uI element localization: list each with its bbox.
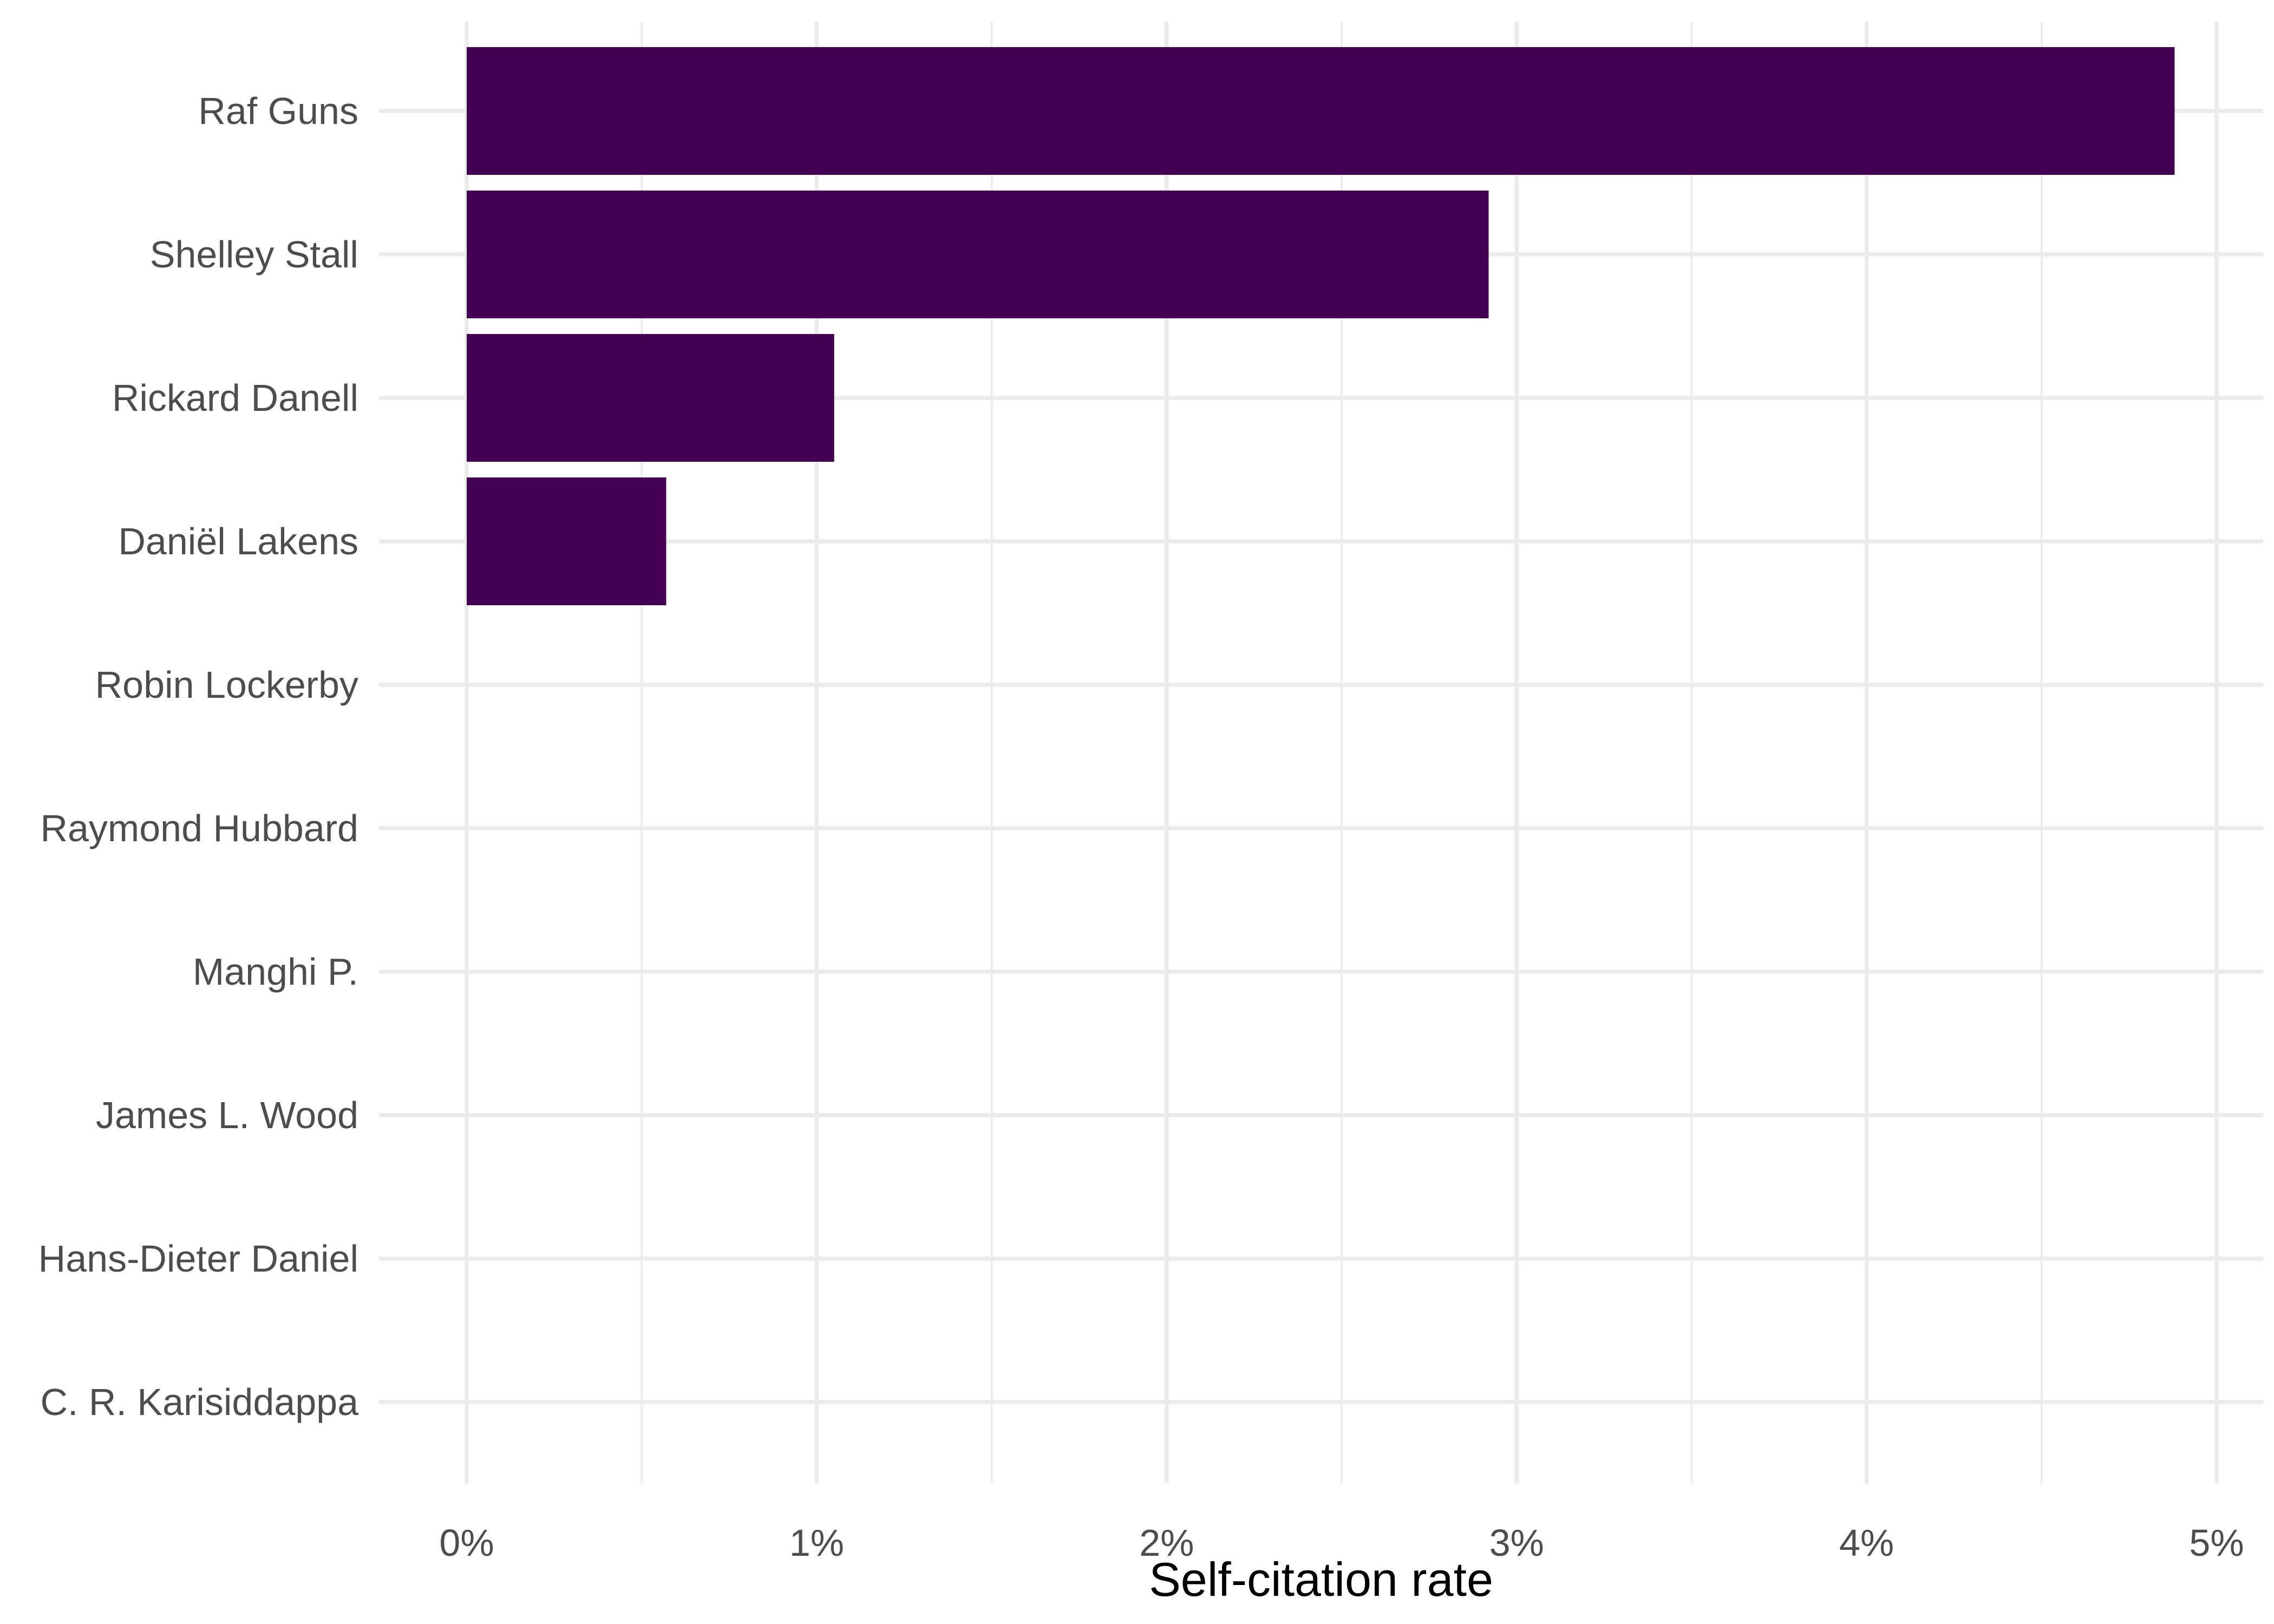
y-axis-tick-label: Manghi P. xyxy=(193,951,358,993)
x-axis-tick-label: 5% xyxy=(2189,1522,2244,1564)
y-axis-tick-label: Robin Lockerby xyxy=(95,664,358,706)
x-axis-tick-label: 4% xyxy=(1839,1522,1894,1564)
y-axis-tick-label: Hans-Dieter Daniel xyxy=(38,1237,358,1280)
bar xyxy=(467,47,2175,175)
bar xyxy=(467,191,1489,318)
y-axis-tick-label: Raymond Hubbard xyxy=(40,807,358,849)
x-axis-tick-label: 0% xyxy=(439,1522,494,1564)
y-axis-tick-label: Shelley Stall xyxy=(150,233,358,276)
y-axis-tick-label: Daniël Lakens xyxy=(118,520,358,562)
y-axis-tick-label: Rickard Danell xyxy=(112,377,358,419)
bars xyxy=(467,47,2175,605)
x-axis-tick-labels: 0% 1% 2% 3% 4% 5% xyxy=(439,1522,2244,1564)
bar xyxy=(467,477,666,605)
x-axis-tick-label: 1% xyxy=(789,1522,844,1564)
bar xyxy=(467,334,834,462)
y-axis-tick-label: Raf Guns xyxy=(198,90,358,132)
x-axis-tick-label: 2% xyxy=(1139,1522,1194,1564)
y-axis-tick-labels: Raf Guns Shelley Stall Rickard Danell Danië… xyxy=(38,90,358,1423)
y-axis-tick-label: James L. Wood xyxy=(96,1094,358,1136)
y-axis-tick-label: C. R. Karisiddappa xyxy=(40,1381,358,1423)
x-axis-tick-label: 3% xyxy=(1489,1522,1544,1564)
x-axis-title: Self-citation rate xyxy=(1149,1553,1493,1606)
